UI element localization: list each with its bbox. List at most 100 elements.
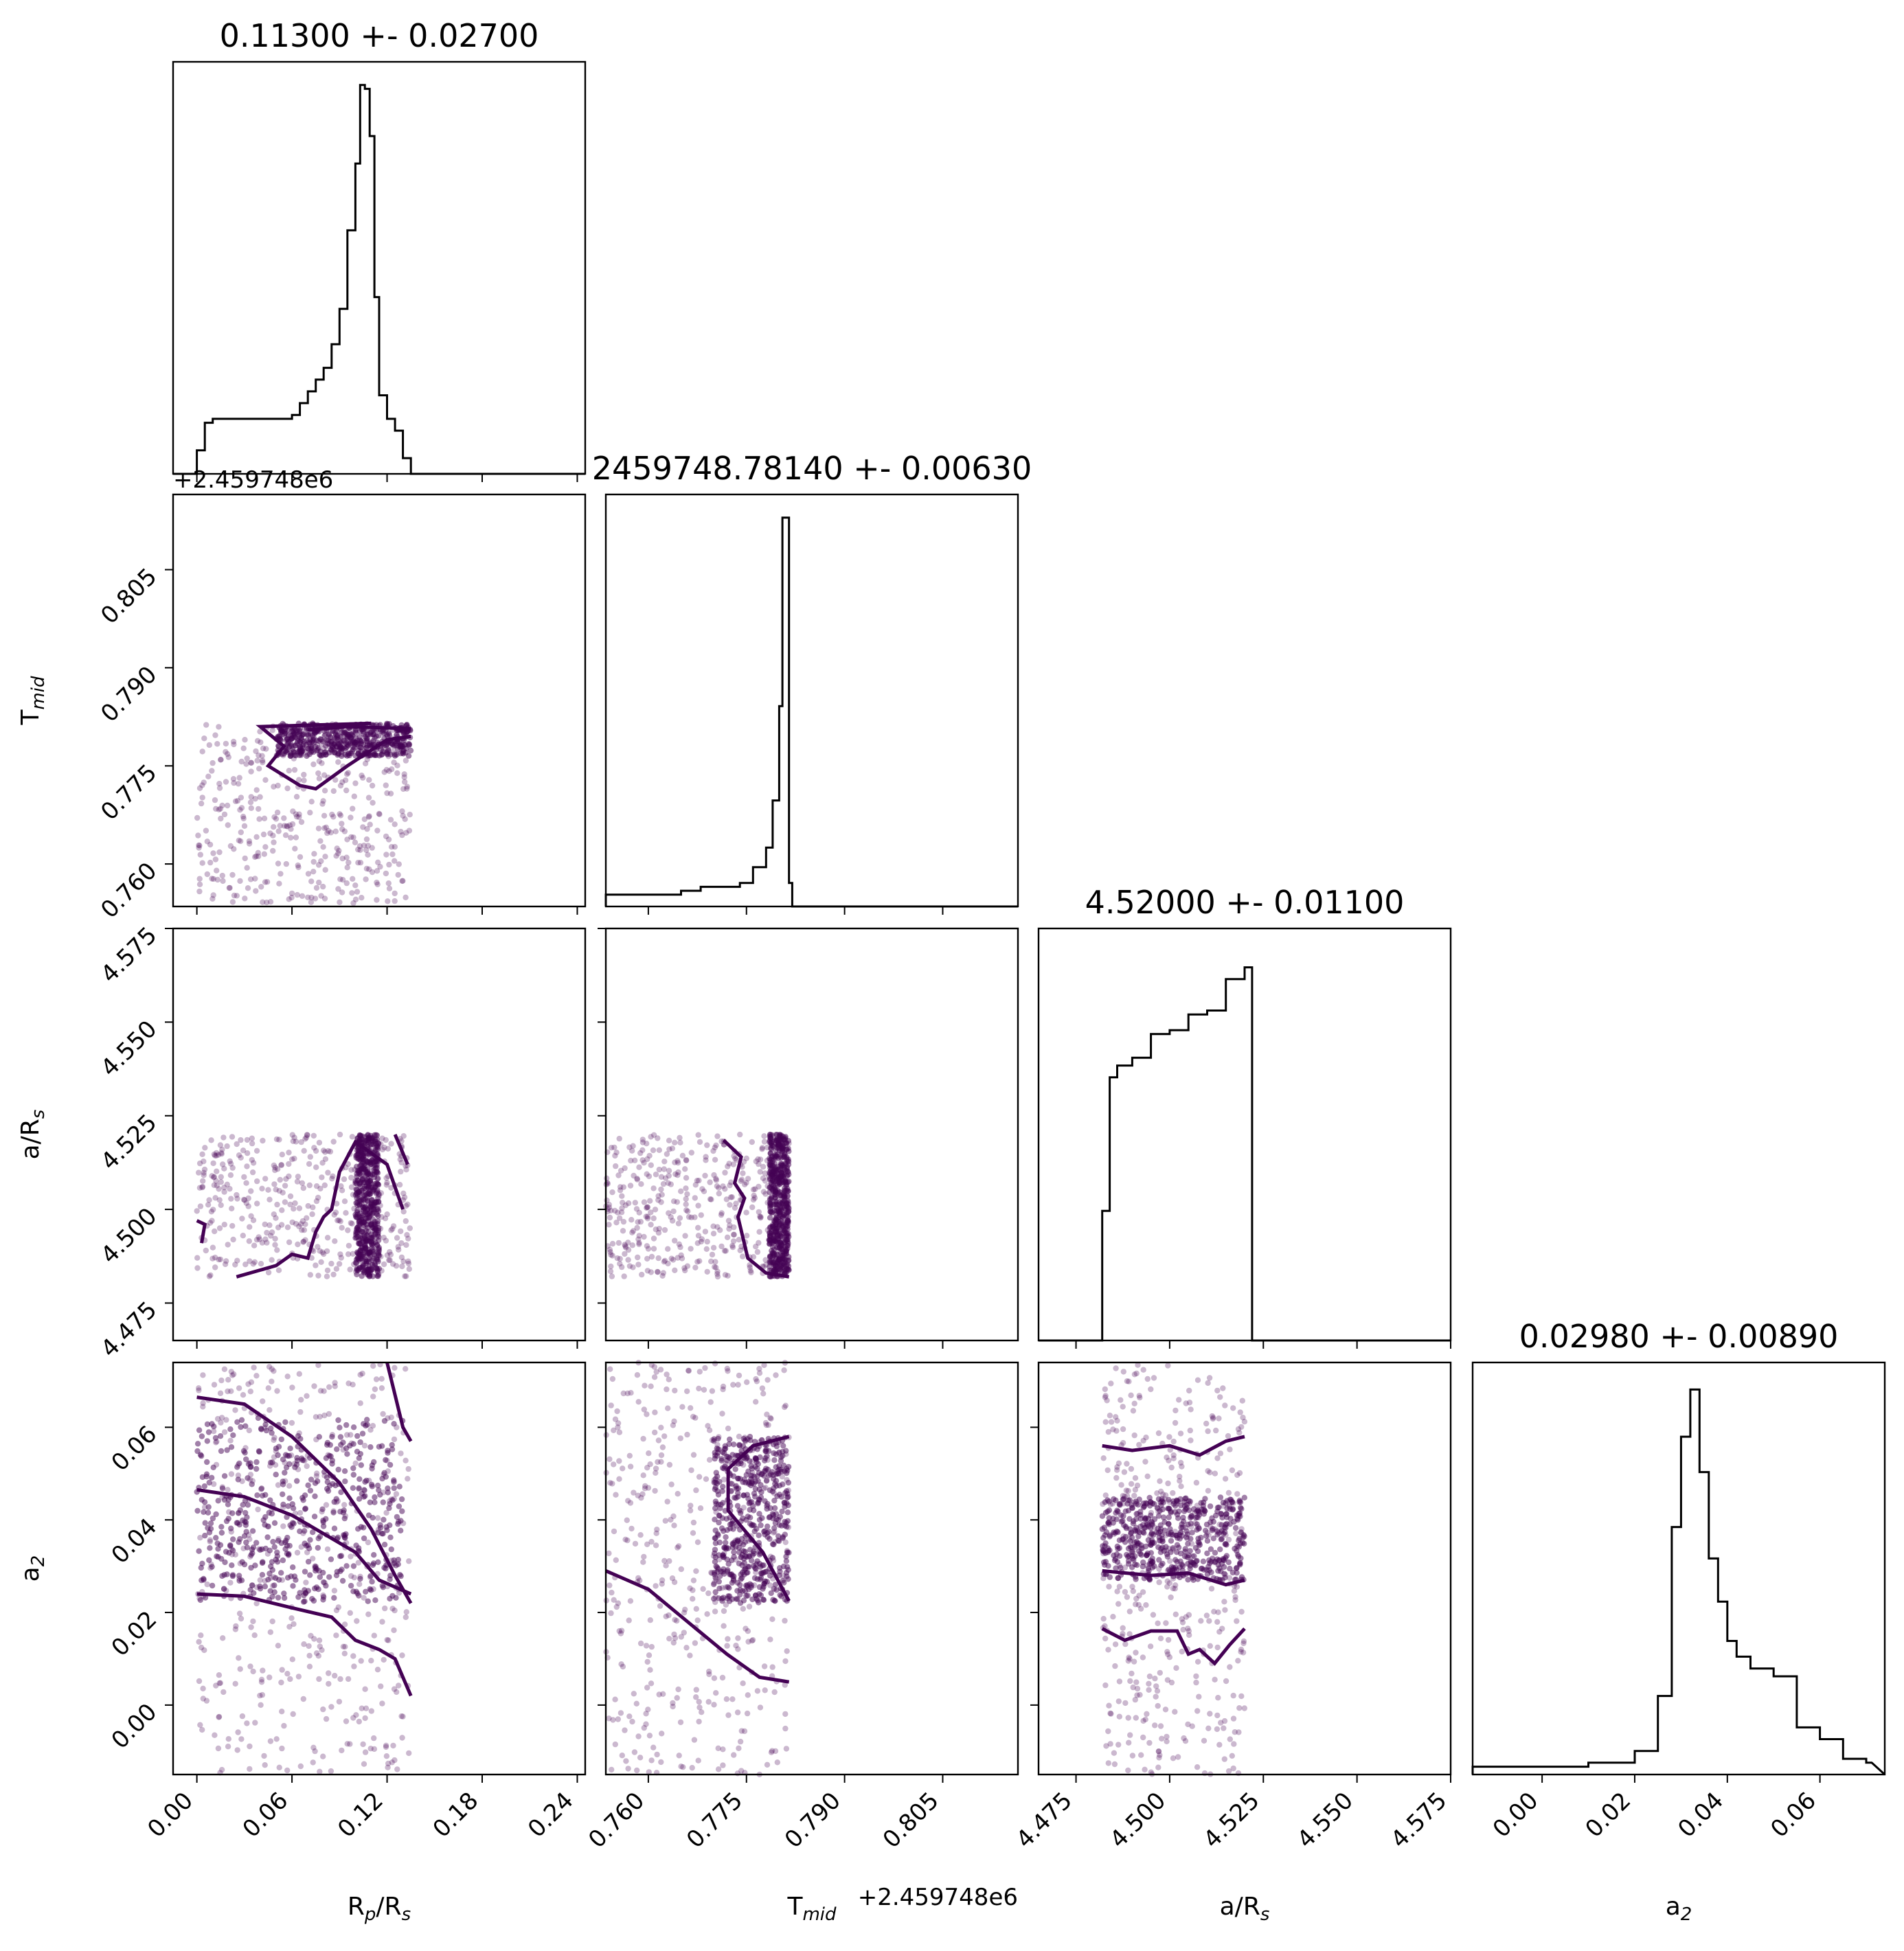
scatter-point [359, 1273, 365, 1279]
scatter-point [628, 1390, 634, 1396]
scatter-point [384, 1636, 390, 1643]
scatter-point [225, 1744, 231, 1750]
scatter-point [337, 1424, 343, 1430]
scatter-point [244, 1137, 251, 1143]
scatter-point [749, 1499, 755, 1505]
scatter-point [774, 1759, 781, 1766]
scatter-point [1113, 1365, 1119, 1371]
scatter-point [226, 885, 232, 891]
scatter-point [785, 1220, 791, 1226]
scatter-point [711, 1479, 718, 1485]
scatter-point [252, 1720, 258, 1726]
scatter-point [269, 1378, 275, 1384]
scatter-point [1193, 1479, 1200, 1486]
scatter-point [199, 749, 205, 755]
scatter-point [370, 1562, 376, 1568]
scatter-point [286, 822, 293, 828]
scatter-point [723, 1534, 729, 1540]
scatter-point [1133, 1679, 1140, 1685]
scatter-point [294, 1178, 301, 1185]
scatter-point [348, 814, 354, 821]
scatter-point [282, 1419, 288, 1426]
scatter-point [282, 1199, 288, 1205]
scatter-point [617, 1184, 624, 1190]
scatter-point [246, 1238, 252, 1244]
scatter-point [196, 845, 202, 851]
scatter-point [364, 825, 370, 832]
scatter-point [212, 1732, 218, 1738]
scatter-point [317, 1248, 323, 1254]
scatter-point [400, 1133, 407, 1139]
scatter-point [288, 1419, 295, 1426]
scatter-point [236, 1610, 243, 1617]
scatter-point [398, 1450, 404, 1457]
scatter-point [1102, 1386, 1109, 1393]
scatter-point [271, 839, 277, 845]
scatter-point [225, 1516, 231, 1522]
scatter-point [316, 879, 322, 886]
scatter-point [318, 736, 324, 743]
scatter-point [354, 889, 361, 895]
scatter-point [344, 1741, 350, 1747]
scatter-point [341, 729, 348, 735]
scatter-point [245, 1203, 251, 1209]
scatter-point [245, 1502, 251, 1508]
scatter-point [641, 1233, 647, 1240]
scatter-point [221, 1189, 227, 1195]
scatter-point [320, 1523, 327, 1529]
scatter-point [659, 1731, 665, 1737]
scatter-point [694, 1539, 701, 1545]
scatter-point [277, 823, 283, 829]
scatter-point [780, 1481, 786, 1487]
scatter-point [321, 772, 328, 778]
scatter-point [1221, 1725, 1227, 1731]
scatter-point [1100, 1455, 1107, 1461]
scatter-point [782, 1658, 789, 1665]
scatter-point [212, 1255, 218, 1261]
scatter-point [216, 806, 222, 813]
scatter-point [213, 1535, 219, 1541]
scatter-point [626, 1452, 633, 1459]
scatter-point [197, 1452, 204, 1458]
scatter-point [343, 1210, 349, 1216]
scatter-point [705, 1590, 712, 1597]
scatter-point [331, 1211, 337, 1218]
scatter-point [329, 1434, 335, 1440]
scatter-point [773, 1153, 780, 1159]
scatter-point [381, 1656, 387, 1663]
scatter-point [291, 1155, 297, 1162]
scatter-point [358, 744, 364, 751]
scatter-point [196, 785, 203, 791]
scatter-point [302, 1237, 308, 1243]
scatter-point [769, 1748, 775, 1754]
scatter-point [1168, 1594, 1174, 1601]
scatter-point [738, 1178, 744, 1185]
scatter-point [767, 1237, 773, 1243]
scatter-point [221, 1473, 228, 1479]
scatter-point [782, 1195, 788, 1201]
scatter-point [352, 1460, 359, 1466]
scatter-point [725, 1593, 732, 1599]
scatter-point [305, 894, 311, 901]
scatter-point [286, 768, 292, 774]
scatter-point [396, 1503, 403, 1509]
scatter-point [310, 1759, 316, 1766]
scatter-point [253, 1465, 260, 1472]
scatter-point [290, 1564, 296, 1571]
scatter-point [394, 1235, 400, 1241]
scatter-point [223, 1258, 229, 1264]
scatter-point [313, 1473, 320, 1479]
scatter-point [234, 893, 240, 899]
scatter-point [743, 1570, 750, 1576]
scatter-point [1105, 1728, 1111, 1735]
scatter-point [271, 824, 277, 830]
scatter-point [658, 1424, 664, 1430]
scatter-point [280, 1491, 286, 1498]
scatter-point [283, 1176, 289, 1183]
scatter-point [220, 1586, 227, 1592]
scatter-point [675, 1158, 681, 1164]
scatter-point [381, 1235, 387, 1241]
scatter-point [284, 727, 291, 734]
scatter-point [1238, 1608, 1245, 1615]
scatter-point [376, 811, 383, 817]
